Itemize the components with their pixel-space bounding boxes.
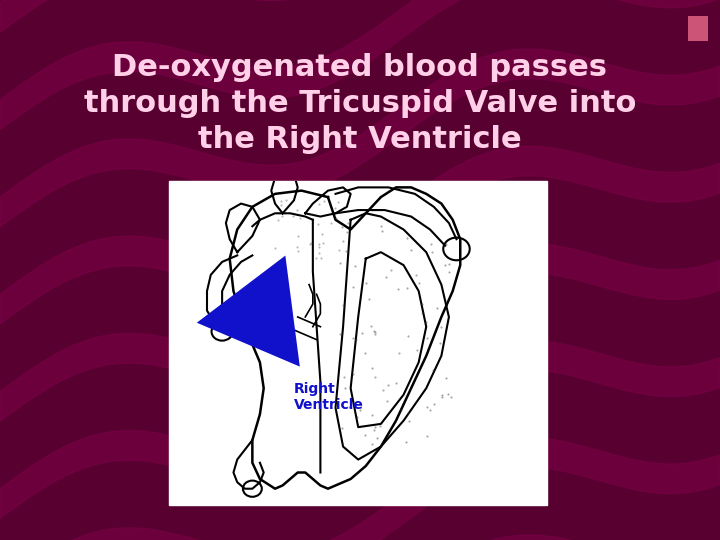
Text: Right
Ventricle: Right Ventricle [294, 382, 364, 412]
Bar [688, 16, 708, 40]
Text: De-oxygenated blood passes: De-oxygenated blood passes [112, 53, 608, 82]
Text: through the Tricuspid Valve into: through the Tricuspid Valve into [84, 89, 636, 118]
Bar [169, 181, 547, 505]
Text: the Right Ventricle: the Right Ventricle [198, 125, 522, 154]
